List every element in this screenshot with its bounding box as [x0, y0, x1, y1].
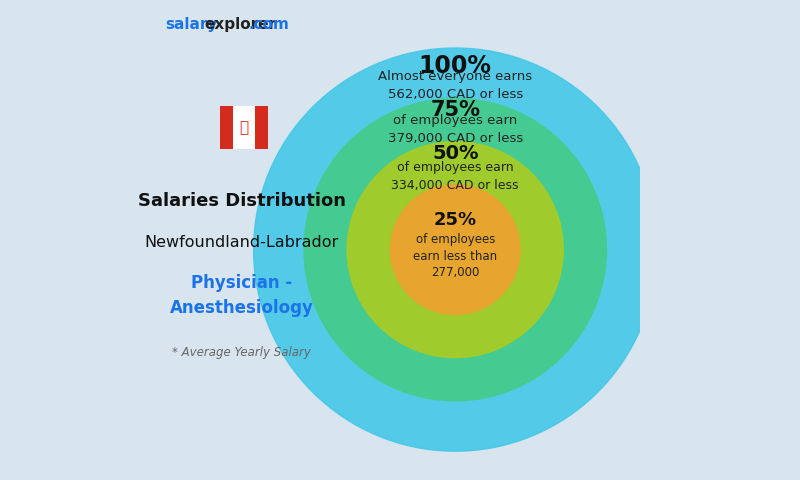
FancyBboxPatch shape [254, 106, 268, 149]
Text: 100%: 100% [418, 54, 492, 78]
Circle shape [347, 142, 563, 358]
Text: Almost everyone earns
562,000 CAD or less: Almost everyone earns 562,000 CAD or les… [378, 70, 532, 101]
Text: Newfoundland-Labrador: Newfoundland-Labrador [145, 235, 338, 250]
Text: 🍁: 🍁 [239, 120, 249, 135]
Text: Physician -
Anesthesiology: Physician - Anesthesiology [170, 274, 314, 317]
Circle shape [304, 98, 606, 401]
Text: * Average Yearly Salary: * Average Yearly Salary [172, 346, 311, 359]
Text: 75%: 75% [430, 100, 480, 120]
Text: 50%: 50% [432, 144, 478, 163]
Text: Salaries Distribution: Salaries Distribution [138, 192, 346, 210]
Text: of employees earn
379,000 CAD or less: of employees earn 379,000 CAD or less [387, 114, 523, 145]
Text: 25%: 25% [434, 211, 477, 229]
Text: of employees
earn less than
277,000: of employees earn less than 277,000 [413, 233, 498, 279]
Text: salary: salary [165, 17, 217, 32]
Circle shape [390, 185, 520, 314]
Text: of employees earn
334,000 CAD or less: of employees earn 334,000 CAD or less [391, 161, 519, 192]
Text: .com: .com [249, 17, 290, 32]
Circle shape [254, 48, 657, 451]
FancyBboxPatch shape [234, 106, 254, 149]
FancyBboxPatch shape [220, 106, 234, 149]
Text: explorer: explorer [204, 17, 276, 32]
